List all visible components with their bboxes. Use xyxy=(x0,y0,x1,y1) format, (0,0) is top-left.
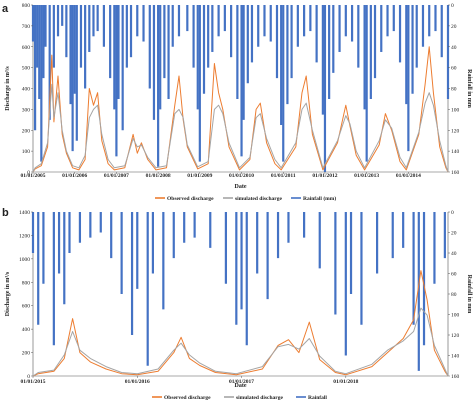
y-tick-label: 1200 xyxy=(19,233,30,239)
y2-tick-label: 60 xyxy=(451,66,457,72)
x-tick-label: 01/01/2015 xyxy=(20,379,45,385)
y2-tick-label: 160 xyxy=(451,170,460,176)
y2-axis-label: Rainfall in mm xyxy=(466,69,472,108)
x-tick-label: 01/01/2006 xyxy=(62,173,87,179)
simulated-discharge-line xyxy=(32,307,449,377)
simulated-discharge-line xyxy=(32,83,449,173)
y2-tick-label: 120 xyxy=(451,333,460,339)
rainfall-series xyxy=(31,212,446,371)
y2-tick-label: 20 xyxy=(451,24,457,30)
x-tick-label: 01/01/2011 xyxy=(271,173,296,179)
y-tick-label: 0 xyxy=(27,374,30,380)
legend-label: Rainfall xyxy=(308,395,327,401)
y2-tick-label: 80 xyxy=(451,87,457,93)
x-tick-label: 01/01/2012 xyxy=(312,173,337,179)
legend-label: Observed discharge xyxy=(164,395,211,401)
y-axis-label: Discharge in m³/s xyxy=(5,271,11,316)
legend: Observed discharge simulated discharge Rai… xyxy=(152,395,327,401)
y2-tick-label: 80 xyxy=(451,292,457,298)
observed-discharge-line xyxy=(32,270,449,377)
x-axis-label: Date xyxy=(235,184,247,190)
x-tick-label: 01/01/2018 xyxy=(333,379,358,385)
legend-label: Rainfall (mm) xyxy=(303,195,336,202)
x-tick-label: 01/01/2010 xyxy=(229,173,254,179)
y2-tick-label: 0 xyxy=(451,210,454,216)
y2-tick-label: 40 xyxy=(451,251,457,257)
y2-tick-label: 0 xyxy=(451,3,454,9)
legend-label: simulated discharge xyxy=(236,395,283,401)
x-tick-label: 01/01/2009 xyxy=(187,173,212,179)
x-tick-label: 01/01/2007 xyxy=(104,173,129,179)
panel-letter: a xyxy=(2,3,9,15)
y2-tick-label: 160 xyxy=(451,374,460,380)
y-tick-label: 300 xyxy=(22,107,31,113)
panel-b-chart: b 0 200 400 600 800 1000 1200 1400 0 20 40 60 80 100 12… xyxy=(2,207,472,401)
y-tick-label: 700 xyxy=(22,24,31,30)
y-tick-label: 0 xyxy=(27,170,30,176)
y2-tick-label: 100 xyxy=(451,107,460,113)
x-axis-label: Date xyxy=(235,383,247,389)
legend-label: simulated discharge xyxy=(235,196,282,202)
legend: Observed discharge simulated discharge Rai… xyxy=(155,195,336,202)
panel-letter: b xyxy=(2,207,9,219)
y-tick-label: 800 xyxy=(22,3,31,9)
y2-tick-label: 20 xyxy=(451,231,457,237)
y2-tick-label: 120 xyxy=(451,128,460,134)
x-tick-label: 01/01/2008 xyxy=(146,173,171,179)
y2-tick-label: 40 xyxy=(451,45,457,51)
y-tick-label: 800 xyxy=(22,280,31,286)
legend-label: Observed discharge xyxy=(167,196,214,202)
y-tick-label: 1000 xyxy=(19,257,30,263)
rainfall-series xyxy=(31,5,450,172)
y2-axis-label: Rainfall in mm xyxy=(466,275,472,314)
y-tick-label: 200 xyxy=(22,128,31,134)
x-tick-label: 01/01/2013 xyxy=(354,173,379,179)
y-axis-label: Discharge in m³/s xyxy=(5,66,11,111)
x-tick-label: 01/01/2014 xyxy=(396,173,421,179)
y-tick-label: 400 xyxy=(22,327,31,333)
x-tick-label: 01/01/2005 xyxy=(20,173,45,179)
panel-a-chart: a 0 100 200 300 400 500 600 700 800 0 20 40 60 80 100 12… xyxy=(2,3,472,202)
y-tick-label: 1400 xyxy=(19,210,30,216)
y2-tick-label: 60 xyxy=(451,272,457,278)
y-tick-label: 200 xyxy=(22,351,31,357)
y2-tick-label: 140 xyxy=(451,354,460,360)
y2-tick-label: 140 xyxy=(451,149,460,155)
x-tick-label: 01/01/2017 xyxy=(229,379,254,385)
y-tick-label: 500 xyxy=(22,66,31,72)
y-tick-label: 400 xyxy=(22,87,31,93)
y2-tick-label: 100 xyxy=(451,313,460,319)
y-tick-label: 600 xyxy=(22,304,31,310)
x-tick-label: 01/01/2016 xyxy=(125,379,150,385)
y-tick-label: 600 xyxy=(22,45,31,51)
y-tick-label: 100 xyxy=(22,149,31,155)
